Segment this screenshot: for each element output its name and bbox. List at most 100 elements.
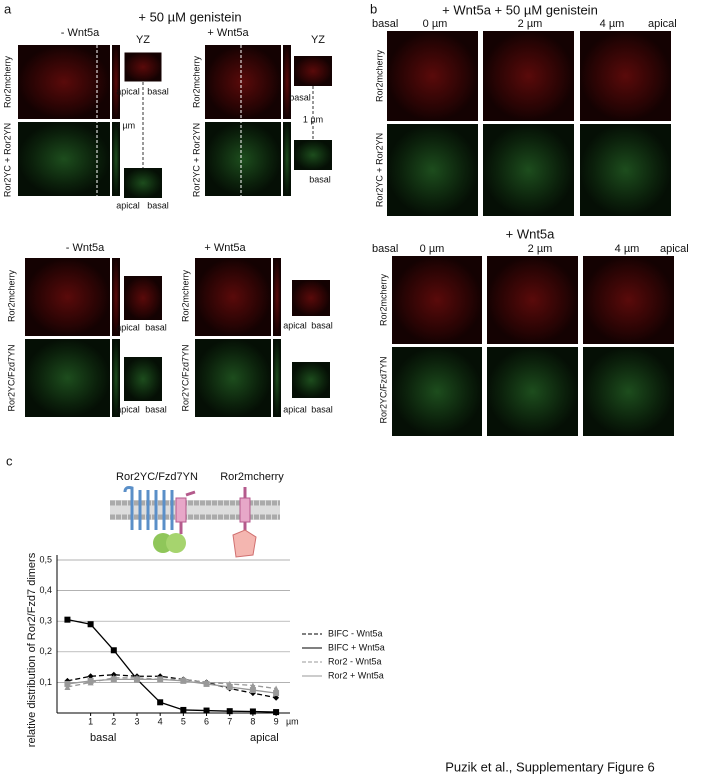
condition: + Wnt5a (207, 27, 249, 39)
row-label: Ror2YC + Ror2YN (374, 133, 384, 207)
panel-title: + 50 µM genistein (138, 9, 241, 24)
depth: 4 µm (615, 243, 640, 255)
ror2-tm (175, 497, 187, 523)
micrograph (387, 124, 478, 216)
series-line (67, 674, 277, 699)
axis-end: basal (147, 86, 169, 96)
fzd7-receptor (123, 486, 174, 530)
row-label: Ror2YC + Ror2YN (191, 123, 201, 197)
yz-label: YZ (311, 34, 325, 46)
marker (203, 680, 210, 687)
marker (157, 699, 164, 706)
marker (87, 621, 94, 628)
axis-end: apical (250, 732, 279, 744)
marker (249, 687, 256, 694)
axis-end: basal (289, 92, 311, 102)
legend-label: Ror2 - Wnt5a (328, 656, 382, 666)
micrograph (205, 122, 281, 196)
micrograph-zoom (124, 357, 162, 401)
micrograph (25, 258, 110, 336)
marker (249, 682, 256, 689)
micrograph (283, 122, 291, 196)
marker (110, 671, 117, 678)
x-tick-label: 7 (227, 716, 232, 726)
marker (273, 694, 280, 701)
condition: - Wnt5a (66, 242, 105, 254)
yz-label: YZ (136, 34, 150, 46)
row-label: Ror2mcherry (6, 269, 16, 322)
micrograph-zoom (294, 140, 332, 170)
marker (110, 647, 117, 654)
condition: - Wnt5a (61, 27, 100, 39)
marker (110, 676, 117, 683)
depth: 4 µm (600, 18, 625, 30)
ror2-tm (239, 497, 251, 523)
marker (87, 677, 94, 684)
marker (133, 676, 140, 683)
axis-end: apical (116, 200, 140, 210)
marker (226, 708, 233, 715)
legend-label: Ror2 + Wnt5a (328, 670, 384, 680)
depth: 1 µm (303, 114, 323, 124)
micrograph (392, 347, 482, 436)
marker (64, 683, 71, 690)
micrograph (18, 122, 110, 196)
depth: 3 µm (115, 120, 135, 130)
axis-end: basal (147, 200, 169, 210)
micrograph (487, 347, 578, 436)
row-label: Ror2mcherry (180, 269, 190, 322)
micrograph (483, 124, 574, 216)
row-label: Ror2mcherry (191, 55, 201, 108)
row-label: Ror2YC + Ror2YN (2, 123, 12, 197)
micrograph (580, 31, 671, 121)
marker (64, 616, 71, 623)
x-tick-label: 3 (134, 716, 139, 726)
ror2-tail (179, 490, 196, 534)
panel-a: a + 50 µM genistein - Wnt5a YZ + Wnt5a Y… (2, 1, 333, 417)
marker (226, 683, 233, 690)
row-label: Ror2mcherry (374, 49, 384, 102)
row-label: Ror2mcherry (2, 55, 12, 108)
axis-end: basal (311, 404, 333, 414)
micrograph-zoom (124, 276, 162, 320)
panel-label: c (6, 453, 13, 468)
panel-label: b (370, 1, 377, 16)
depth: 2 µm (528, 243, 553, 255)
series-line (67, 619, 277, 713)
micrograph (273, 258, 281, 336)
micrograph (25, 339, 110, 417)
x-tick-label: 6 (204, 716, 209, 726)
depth: 2 µm (518, 18, 543, 30)
line-chart: 0,1 0,2 0,3 0,4 0,5 1 2 3 4 5 6 7 8 9 BIFC - Wnt5a BIFC… (39, 554, 384, 726)
condition: + Wnt5a (204, 242, 246, 254)
marker (87, 673, 94, 680)
x-tick-label: 8 (250, 716, 255, 726)
micrograph-zoom (292, 280, 330, 316)
marker (273, 685, 280, 692)
y-tick-label: 0,1 (39, 677, 52, 687)
footer: Puzik et al., Supplementary Figure 6 (445, 759, 655, 774)
panel-b: b + Wnt5a + 50 µM genistein basal 0 µm 2… (370, 1, 689, 436)
micrograph (583, 256, 674, 344)
axis-end: apical (283, 320, 307, 330)
micrograph (483, 31, 574, 121)
mcherry (232, 529, 257, 558)
micrograph (112, 258, 120, 336)
micrograph (112, 122, 120, 196)
marker (249, 708, 256, 715)
series-line (67, 678, 277, 694)
axis-end: basal (372, 243, 398, 255)
micrograph (195, 258, 271, 336)
micrograph (112, 339, 120, 417)
axis-end: basal (372, 18, 398, 30)
axis-end: basal (145, 322, 167, 332)
axis-end: apical (648, 18, 677, 30)
micrograph (283, 45, 291, 119)
micrograph (273, 339, 281, 417)
row-label: Ror2YC/Fzd7YN (180, 344, 190, 411)
x-tick-label: 4 (158, 716, 163, 726)
axis-end: apical (116, 404, 140, 414)
axis-end: apical (660, 243, 689, 255)
y-tick-label: 0,2 (39, 646, 52, 656)
y-axis-label: relative distribution of Ror2/Fzd7 dimer… (26, 552, 38, 747)
